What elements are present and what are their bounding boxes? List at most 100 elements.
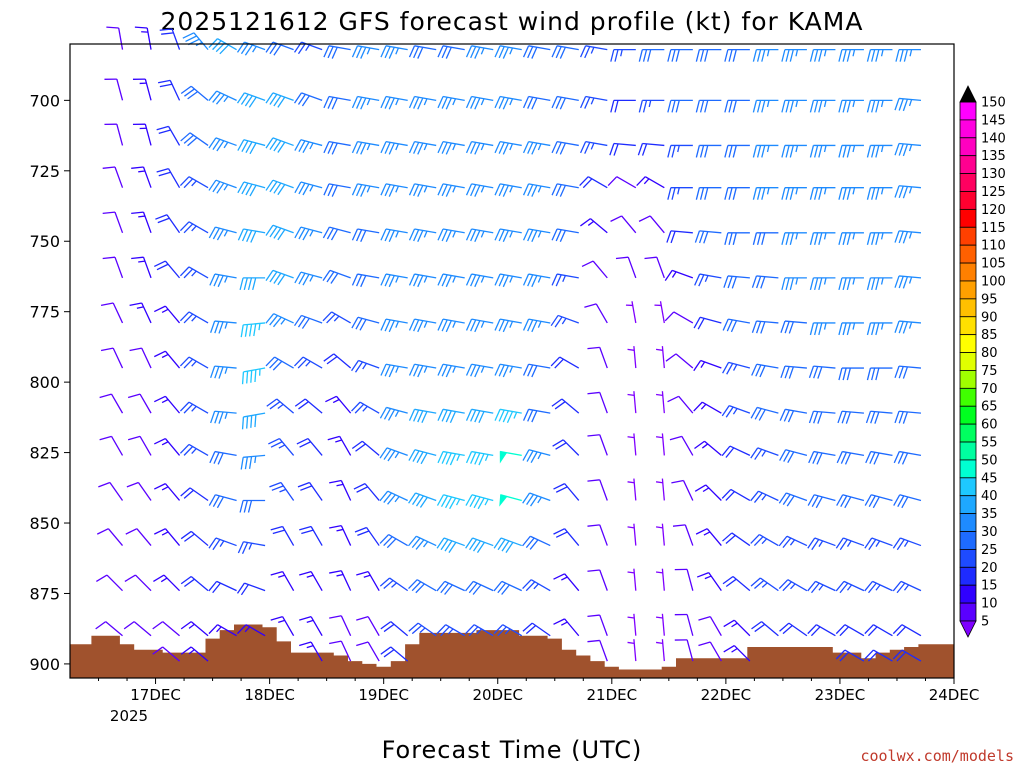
wind-barb [724,48,750,62]
wind-barb [694,440,722,456]
wind-barb [638,99,665,113]
wind-barb [210,410,237,424]
wind-barb [99,435,124,456]
wind-barb [129,302,152,324]
wind-barb [587,346,608,369]
x-tick-label: 22DEC [701,686,752,704]
wind-barb [296,437,323,456]
wind-barb [655,639,665,662]
wind-barb [104,78,124,101]
wind-barb [99,393,124,414]
wind-barb [494,140,522,155]
wind-barb [323,95,351,110]
wind-barb [587,524,608,546]
wind-barb [551,95,579,110]
colorbar-segment [959,602,977,622]
wind-barb [437,450,465,466]
colorbar-segment [959,262,977,282]
wind-barb [866,322,893,336]
wind-barb [655,613,665,636]
wind-barb [408,408,437,424]
y-tick-label: 850 [29,514,60,533]
wind-barb [778,579,808,592]
wind-barb [322,311,351,324]
wind-barb [237,541,266,555]
colorbar-tick-label: 25 [981,543,998,558]
wind-barb [667,99,693,113]
wind-barb [809,48,836,62]
credit-text[interactable]: coolwx.com/models [860,747,1014,765]
wind-barb [208,580,237,594]
wind-barb [627,346,637,369]
wind-barb [892,580,922,594]
wind-barb [752,187,779,200]
wind-barb [780,320,807,334]
wind-barb [437,318,465,333]
y-tick-label: 775 [29,303,60,322]
wind-barb [464,580,494,595]
wind-barb [695,48,722,62]
wind-barb [522,95,551,110]
wind-barb [752,99,779,113]
wind-barb [494,95,522,110]
wind-barb [553,483,580,501]
colorbar-tick-label: 75 [981,364,998,379]
wind-barb [494,228,522,242]
wind-barb [351,401,380,414]
wind-barb [551,183,579,197]
wind-barb [294,226,323,241]
wind-barb [436,494,465,510]
wind-barb [694,273,722,287]
wind-barb [236,582,266,596]
wind-barb [102,211,124,234]
colorbar-top-arrow [959,85,977,103]
wind-barb [293,314,323,329]
wind-barb [865,410,893,424]
wind-barb [493,537,522,553]
wind-barb [351,359,380,373]
wind-barb [721,445,751,458]
wind-barb [587,479,608,501]
wind-barb [208,226,237,241]
wind-barb [380,318,408,333]
wind-barb [123,621,152,637]
wind-barb [179,401,209,414]
wind-barb [579,140,608,154]
wind-barb [808,450,836,465]
colorbar-segment [959,316,977,336]
wind-barb [722,361,751,375]
wind-barb [297,481,323,501]
wind-barb [584,303,608,324]
wind-barb [351,95,380,110]
colorbar-tick-label: 90 [981,310,998,325]
x-axis: 17DEC 18DEC 19DEC 20DEC 21DEC 22DEC 23DEC 24DEC [98,678,979,704]
wind-barb [750,577,779,592]
wind-barb [587,614,608,636]
wind-barb [356,641,380,662]
wind-barb [750,406,779,421]
wind-barb [627,391,637,414]
wind-barb [551,45,579,59]
wind-barb [553,528,580,546]
wind-barb [781,232,807,245]
wind-barb [696,572,722,592]
wind-barb [236,92,266,108]
wind-barb [781,144,807,158]
colorbar-tick-label: 35 [981,507,998,522]
wind-barb [408,363,437,378]
chart-title: 2025121612 GFS forecast wind profile (kt… [161,7,864,36]
wind-barb [836,450,865,465]
wind-barb [154,483,181,501]
wind-barb [610,215,637,234]
wind-barb [808,410,836,424]
wind-barb [493,624,523,637]
wind-barb [781,187,807,200]
wind-barb [499,450,522,464]
wind-barb [838,322,864,336]
colorbar-segment [959,352,977,371]
y-tick-label: 750 [29,232,60,251]
wind-barb [237,139,266,155]
colorbar-segment [959,584,977,604]
wind-barb [124,574,152,592]
y-tick-label: 875 [29,584,60,603]
